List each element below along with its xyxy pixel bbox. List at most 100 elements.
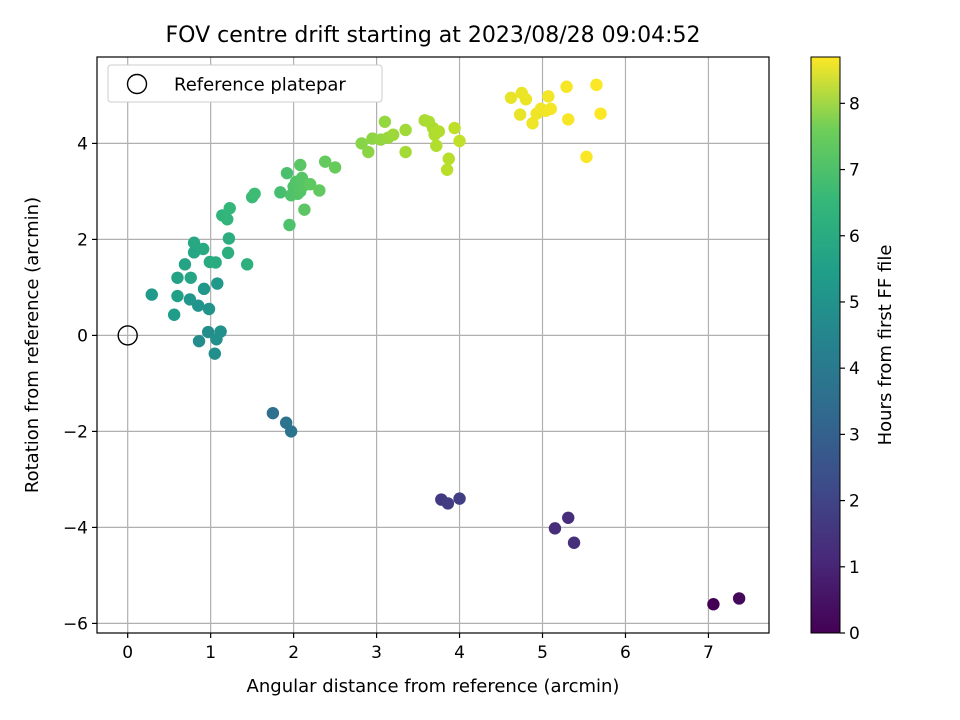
- data-point: [184, 271, 197, 284]
- x-tick-label: 6: [620, 643, 631, 663]
- data-point: [453, 492, 466, 505]
- legend: Reference platepar: [107, 64, 383, 103]
- legend-box: [107, 64, 383, 103]
- data-point: [197, 282, 211, 296]
- data-point: [284, 425, 298, 438]
- y-tick-label: −2: [63, 422, 88, 442]
- data-points: [145, 78, 746, 611]
- legend-label: Reference platepar: [174, 75, 346, 96]
- y-tick-label: −4: [63, 518, 88, 538]
- data-point: [560, 80, 573, 93]
- data-point: [274, 186, 287, 199]
- data-point: [590, 78, 603, 92]
- plot-frame: [96, 56, 770, 634]
- data-point: [362, 145, 375, 159]
- data-point: [223, 202, 236, 215]
- data-point: [209, 256, 222, 269]
- data-point: [526, 117, 539, 130]
- colorbar-label: Hours from first FF file: [875, 245, 896, 446]
- y-tick-label: 2: [77, 230, 88, 250]
- colorbar: 0 1 2 3 4 5 6 7 8 Hours from first FF file: [810, 56, 896, 644]
- data-point: [441, 497, 455, 510]
- data-point: [196, 242, 210, 256]
- data-point: [386, 128, 400, 141]
- data-point: [221, 246, 235, 260]
- colorbar-ticks: 0 1 2 3 4 5 6 7 8: [840, 94, 860, 644]
- legend-reference-marker-icon: [126, 73, 148, 95]
- colorbar-tick-label: 2: [849, 492, 860, 512]
- data-point: [208, 347, 222, 360]
- data-point: [183, 293, 197, 306]
- colorbar-tick-label: 6: [849, 227, 860, 247]
- colorbar-tick-label: 8: [849, 94, 860, 114]
- data-point: [298, 203, 311, 216]
- data-point: [201, 325, 215, 339]
- data-point: [283, 218, 296, 232]
- data-point: [171, 271, 184, 284]
- data-point: [187, 236, 201, 249]
- data-point: [432, 125, 446, 138]
- data-point: [280, 166, 294, 180]
- data-point: [399, 123, 412, 137]
- data-point: [304, 178, 317, 191]
- colorbar-tick-label: 7: [849, 161, 860, 181]
- data-point: [266, 406, 280, 420]
- x-tick-label: 7: [703, 643, 714, 663]
- data-point: [248, 187, 261, 200]
- data-point: [430, 139, 443, 152]
- data-point: [240, 258, 254, 271]
- data-point: [544, 102, 558, 116]
- data-point: [504, 91, 518, 105]
- data-point: [513, 108, 527, 121]
- x-axis-label: Angular distance from reference (arcmin): [247, 676, 620, 697]
- data-point: [440, 163, 454, 176]
- y-axis-label: Rotation from reference (arcmin): [22, 197, 43, 493]
- y-tick-label: 0: [77, 326, 88, 346]
- colorbar-tick-label: 0: [849, 624, 860, 644]
- data-point: [542, 90, 555, 103]
- reference-platepar-marker: [117, 325, 138, 346]
- data-point: [222, 232, 236, 245]
- data-point: [448, 121, 461, 135]
- data-point: [594, 107, 607, 120]
- x-tick-label: 3: [371, 643, 382, 663]
- data-point: [399, 145, 412, 159]
- data-point: [442, 152, 455, 165]
- chart-title: FOV centre drift starting at 2023/08/28 …: [166, 23, 701, 48]
- colorbar-tick-label: 5: [849, 293, 860, 313]
- data-point: [145, 288, 158, 301]
- x-tick-label: 1: [205, 643, 216, 663]
- data-point: [519, 93, 533, 106]
- colorbar-tick-label: 1: [849, 558, 860, 578]
- data-point: [580, 150, 593, 164]
- data-point: [318, 155, 332, 168]
- data-point: [378, 115, 392, 128]
- data-point: [328, 161, 342, 174]
- data-point: [167, 308, 181, 321]
- data-point: [313, 184, 326, 197]
- y-axis-ticks: −6 −4 −2 0 2 4: [63, 134, 97, 634]
- data-point: [707, 598, 720, 611]
- data-point: [453, 134, 466, 148]
- data-point: [562, 511, 575, 524]
- data-point: [294, 158, 307, 172]
- data-point: [567, 536, 581, 549]
- reference-marker-group: [117, 325, 138, 346]
- data-point: [548, 522, 562, 535]
- data-point: [355, 137, 368, 150]
- y-tick-label: 4: [77, 134, 88, 154]
- colorbar-tick-label: 4: [849, 359, 860, 379]
- x-tick-label: 4: [454, 643, 465, 663]
- data-point: [171, 289, 184, 303]
- x-tick-label: 2: [288, 643, 299, 663]
- x-tick-label: 0: [122, 643, 133, 663]
- colorbar-gradient: [810, 56, 841, 634]
- data-point: [192, 334, 206, 348]
- y-tick-label: −6: [63, 614, 88, 634]
- x-tick-label: 5: [537, 643, 548, 663]
- data-point: [221, 213, 234, 226]
- data-point: [211, 277, 224, 290]
- data-point: [562, 113, 575, 126]
- x-axis-ticks: 0 1 2 3 4 5 6 7: [122, 633, 714, 663]
